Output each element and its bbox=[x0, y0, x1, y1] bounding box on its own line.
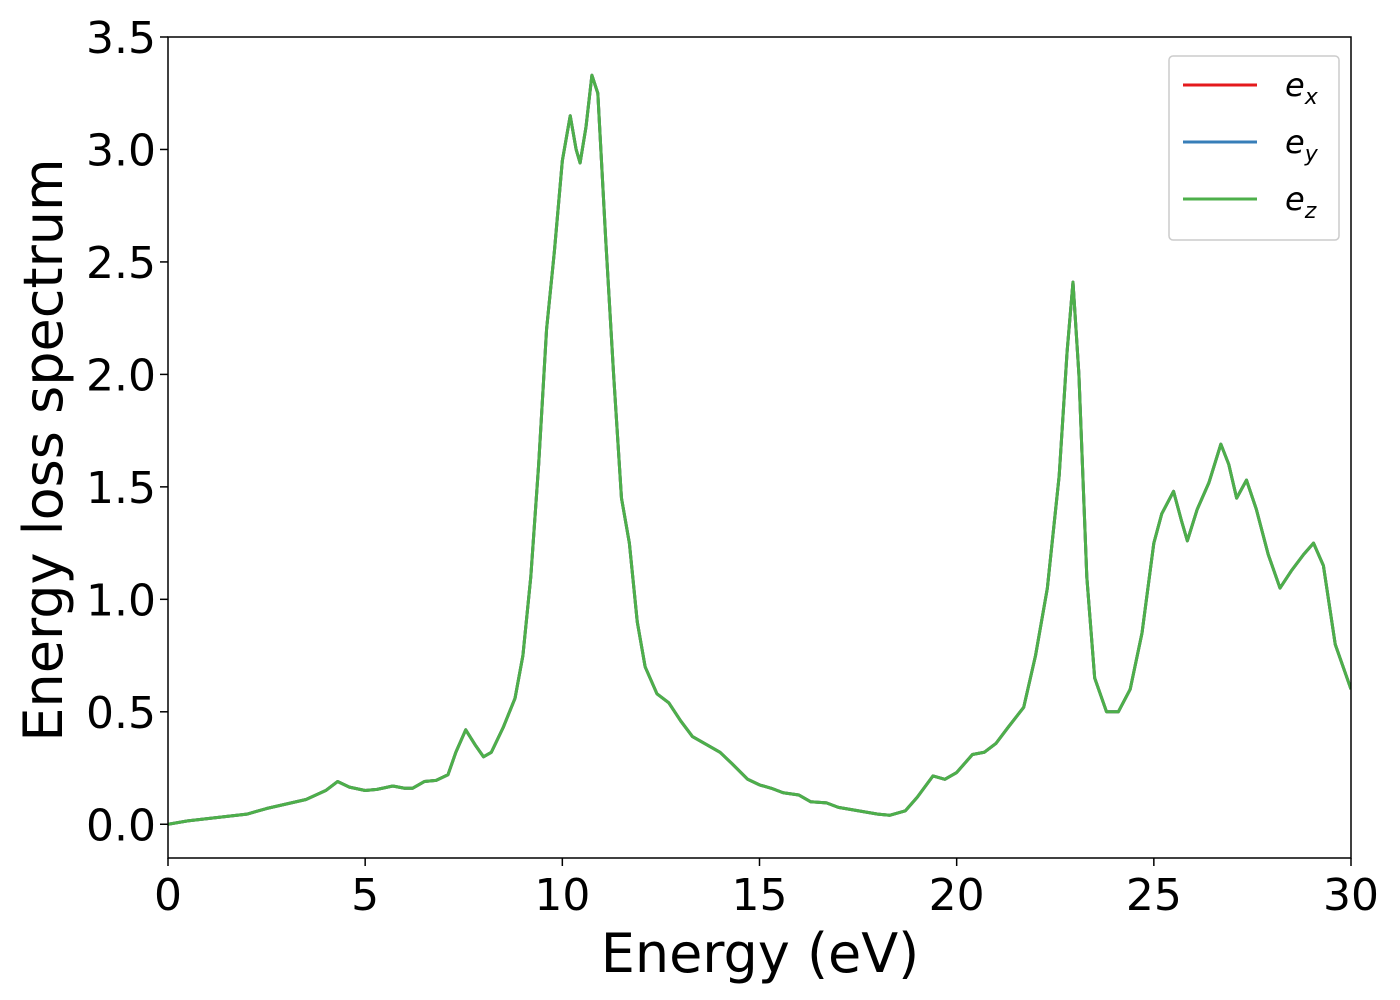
data-line bbox=[168, 73, 1351, 826]
x-tick-label: 15 bbox=[732, 870, 788, 921]
x-tick-label: 10 bbox=[534, 870, 590, 921]
x-tick-label: 0 bbox=[154, 870, 182, 921]
y-tick-label: 2.0 bbox=[86, 350, 156, 401]
y-tick-label: 0.5 bbox=[86, 688, 156, 739]
y-tick-label: 1.0 bbox=[86, 575, 156, 626]
x-tick-label: 30 bbox=[1323, 870, 1379, 921]
x-axis-label: Energy (eV) bbox=[601, 922, 920, 985]
x-tick-label: 25 bbox=[1126, 870, 1182, 921]
y-tick-label: 0.0 bbox=[86, 800, 156, 851]
legend-label: ey bbox=[1285, 123, 1319, 167]
y-tick-label: 2.5 bbox=[86, 238, 156, 289]
x-tick-label: 5 bbox=[351, 870, 379, 921]
y-tick-label: 1.5 bbox=[86, 463, 156, 514]
legend-label: ex bbox=[1285, 66, 1319, 110]
y-tick-label: 3.0 bbox=[86, 125, 156, 176]
y-tick-label: 3.5 bbox=[86, 13, 156, 64]
plot-frame bbox=[167, 36, 1352, 859]
legend-label: ez bbox=[1285, 180, 1317, 224]
y-axis-label: Energy loss spectrum bbox=[12, 158, 75, 741]
x-tick-label: 20 bbox=[929, 870, 985, 921]
legend-box bbox=[1168, 55, 1340, 241]
